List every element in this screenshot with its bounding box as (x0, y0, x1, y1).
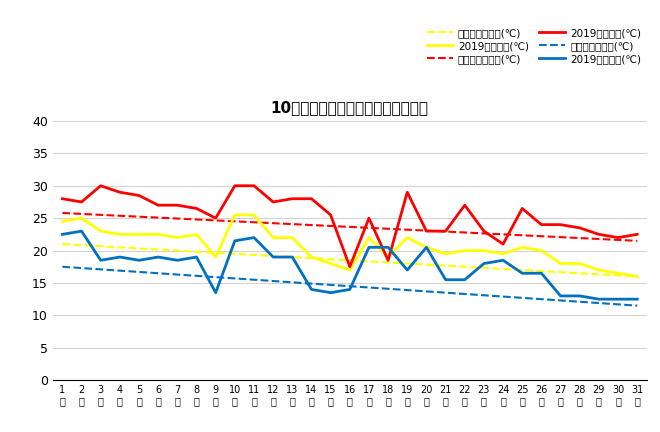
Legend: 平均気温平年値(℃), 2019平均気温(℃), 最高気温平年値(℃), 2019最高気温(℃), 最低気温平年値(℃), 2019最低気温(℃): 平均気温平年値(℃), 2019平均気温(℃), 最高気温平年値(℃), 201… (426, 28, 642, 64)
Title: 10月最高・最低・平均気温（日別）: 10月最高・最低・平均気温（日別） (271, 101, 429, 116)
